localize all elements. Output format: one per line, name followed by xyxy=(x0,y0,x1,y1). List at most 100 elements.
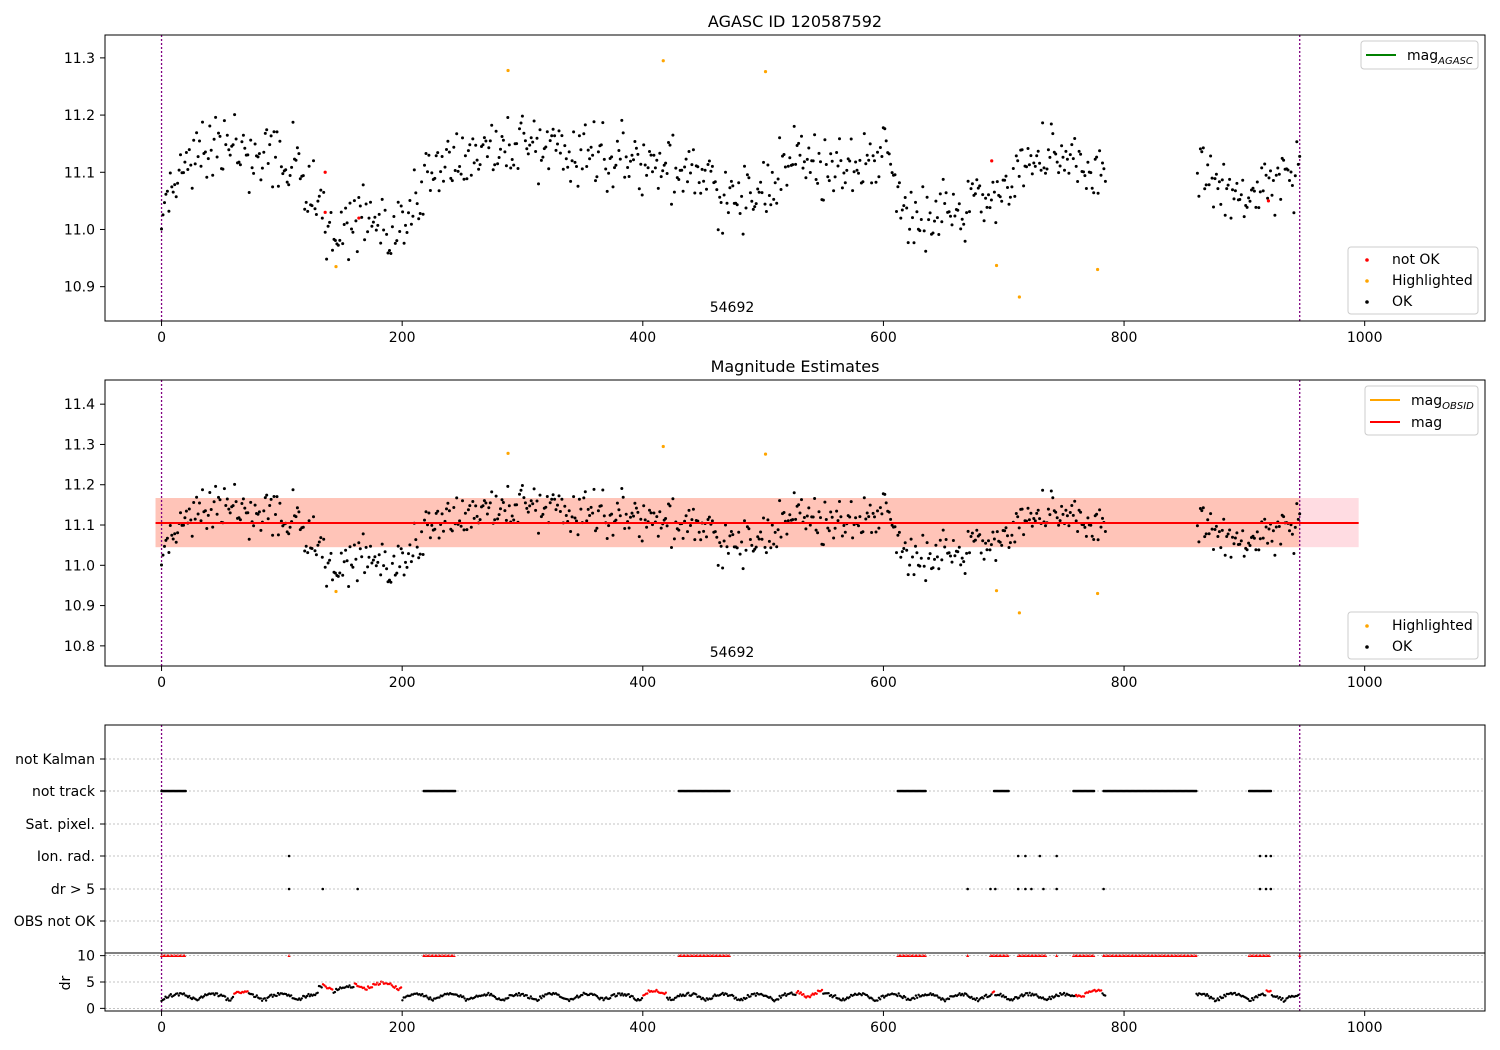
ok-point xyxy=(585,519,589,523)
ok-point xyxy=(525,506,529,510)
legend-highlighted: Highlighted xyxy=(1392,273,1473,289)
dr-point xyxy=(507,996,510,1000)
ok-point xyxy=(243,146,247,150)
ok-point xyxy=(838,137,841,141)
ok-point xyxy=(759,530,763,534)
ok-point xyxy=(1252,536,1256,540)
ok-point xyxy=(830,159,834,163)
ok-point xyxy=(849,500,853,504)
flag-point xyxy=(1194,789,1198,793)
ok-point xyxy=(1083,525,1087,529)
ok-point xyxy=(168,171,172,175)
ok-point xyxy=(849,137,853,141)
ok-point xyxy=(1060,504,1064,508)
ok-point xyxy=(439,170,443,174)
ok-point xyxy=(222,119,226,123)
ok-point xyxy=(868,503,872,507)
ok-point xyxy=(687,150,691,153)
ok-point xyxy=(842,171,846,175)
ok-point xyxy=(1098,508,1102,512)
dr-point xyxy=(421,992,424,996)
ok-point xyxy=(1033,519,1037,523)
dr-point xyxy=(769,995,772,999)
ok-point xyxy=(614,163,618,167)
ok-point xyxy=(402,573,406,577)
dr-point xyxy=(390,984,393,987)
flag-point xyxy=(1258,887,1262,891)
dr-point xyxy=(463,997,466,1000)
ok-point xyxy=(655,515,659,519)
dr-point xyxy=(1252,998,1255,1002)
ok-point xyxy=(537,182,540,186)
ok-point xyxy=(750,543,754,547)
ok-point xyxy=(748,191,752,195)
ok-point xyxy=(987,539,990,543)
dr-point xyxy=(1057,994,1061,998)
y-tick-label: 11.1 xyxy=(64,165,95,181)
ok-point xyxy=(690,163,694,167)
ok-point xyxy=(1029,511,1033,515)
ok-point xyxy=(1084,534,1088,538)
ok-point xyxy=(627,175,631,178)
ok-point xyxy=(490,490,494,494)
ok-point xyxy=(950,223,954,227)
ok-point xyxy=(840,534,844,538)
ok-point xyxy=(702,529,706,533)
dr-point xyxy=(275,994,278,998)
ok-point xyxy=(572,495,576,499)
y-tick-label: 11.0 xyxy=(64,222,95,238)
ok-point xyxy=(943,545,947,549)
ok-point xyxy=(1032,517,1036,520)
ok-point xyxy=(190,186,194,190)
dr-point xyxy=(897,992,900,995)
ok-point xyxy=(367,555,371,559)
dr-point xyxy=(1048,995,1051,999)
ok-point xyxy=(864,517,868,521)
ok-point xyxy=(1103,530,1107,533)
ok-point xyxy=(982,557,986,561)
ok-point xyxy=(1296,517,1300,521)
ok-point xyxy=(1233,189,1237,193)
ok-point xyxy=(1289,523,1293,527)
dr-point xyxy=(290,994,293,997)
ok-point xyxy=(637,535,641,539)
ok-point xyxy=(659,175,663,179)
ok-point xyxy=(756,187,760,191)
ok-point xyxy=(252,524,256,528)
ok-point xyxy=(214,115,218,119)
ok-point xyxy=(539,515,543,519)
ok-point xyxy=(848,515,852,519)
ok-point xyxy=(520,484,524,487)
ok-point xyxy=(323,230,327,234)
dr-point xyxy=(754,994,757,997)
ok-point xyxy=(965,551,969,555)
ok-point xyxy=(591,511,595,515)
ok-point xyxy=(933,219,936,223)
ok-point xyxy=(729,530,733,533)
ok-point xyxy=(959,227,963,231)
ok-point xyxy=(468,143,472,147)
ok-point xyxy=(814,528,818,532)
dr-point xyxy=(1217,999,1221,1002)
ok-point xyxy=(783,165,787,169)
dr-point xyxy=(646,992,649,995)
ok-point xyxy=(902,204,906,208)
ok-point xyxy=(190,534,194,538)
ok-point xyxy=(941,528,945,532)
ok-point xyxy=(246,511,250,515)
ok-point xyxy=(466,508,470,512)
ok-point xyxy=(352,199,356,203)
ok-point xyxy=(960,217,964,221)
ok-point xyxy=(1248,199,1252,203)
flag-point xyxy=(966,887,969,891)
highlighted-point xyxy=(506,451,510,455)
ok-point xyxy=(430,523,434,527)
flag-point xyxy=(321,887,325,891)
ok-point xyxy=(878,506,882,510)
ok-point xyxy=(518,492,521,496)
ok-point xyxy=(700,167,704,171)
ok-point xyxy=(1206,163,1210,167)
ok-point xyxy=(209,148,213,152)
highlighted-point xyxy=(994,263,999,268)
ok-point xyxy=(677,528,681,532)
